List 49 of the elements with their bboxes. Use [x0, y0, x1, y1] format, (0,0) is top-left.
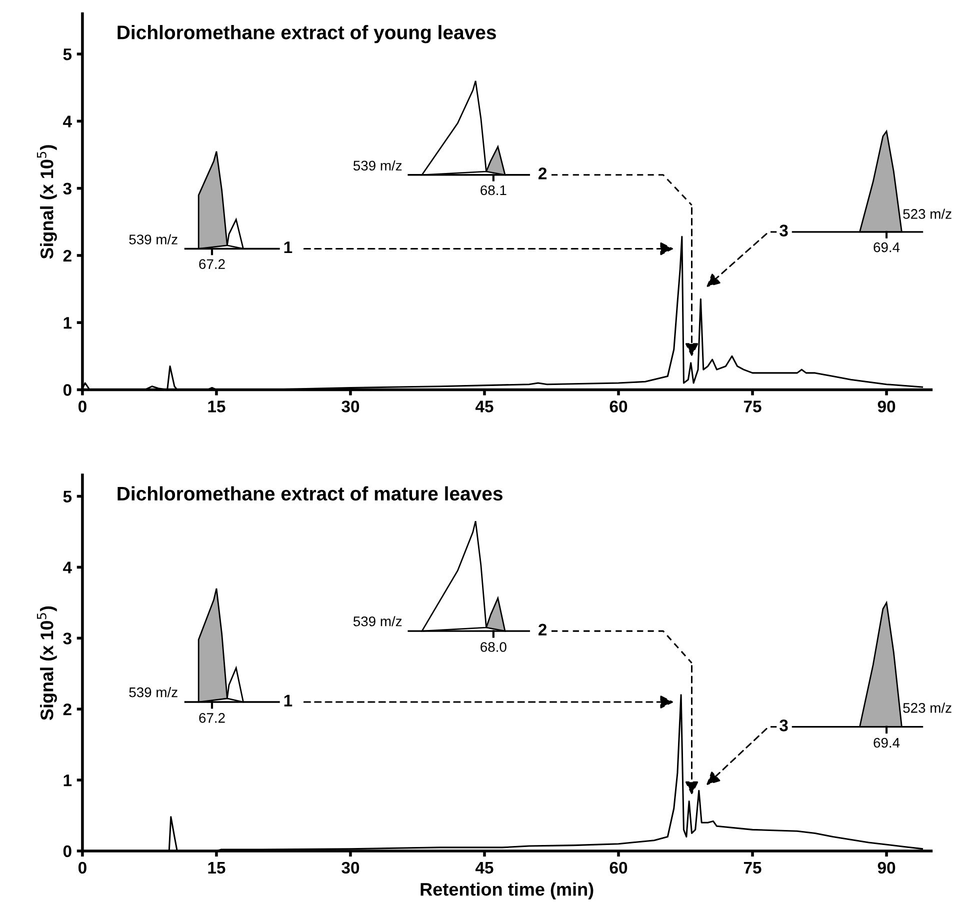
- annotation: 69.4: [874, 242, 900, 252]
- x-tick-label: 30: [342, 400, 360, 412]
- text: Dichloromethane extract of young leaves: [118, 25, 496, 44]
- annotation: 3: [780, 720, 788, 732]
- annotation: 1: [284, 242, 292, 254]
- y-tick-label: 5: [63, 490, 72, 502]
- y-tick-label: 2: [63, 250, 72, 262]
- y-tick-label: 5: [63, 48, 72, 60]
- y-tick-label: 3: [63, 632, 72, 644]
- y-tick-label: 1: [64, 317, 72, 329]
- annotation: 67.2: [199, 259, 225, 270]
- x-tick-label: 30: [342, 862, 360, 874]
- annotation: 523 m/z: [903, 208, 952, 219]
- y-tick-label: 4: [63, 562, 72, 574]
- x-tick-label: 45: [475, 862, 494, 874]
- x-tick-label: 60: [610, 400, 628, 412]
- y-tick-label: 4: [63, 116, 72, 128]
- y-tick-label: 0: [63, 384, 72, 396]
- annotation: 68.1: [480, 185, 506, 196]
- x-tick-label: 60: [610, 862, 628, 874]
- chart-title: Dichloromethane extract of mature leaves: [118, 486, 502, 501]
- annotation: 539 m/z: [129, 687, 178, 698]
- x-tick-label: 75: [744, 400, 762, 412]
- annotation: 539 m/z: [353, 616, 402, 626]
- x-tick-label: 90: [878, 400, 896, 412]
- x-tick-label: 0: [78, 862, 86, 874]
- annotation: 3: [780, 224, 788, 236]
- x-tick-label: 0: [78, 400, 86, 412]
- annotation: 2: [538, 168, 547, 180]
- annotation: 1: [284, 694, 292, 706]
- annotation: 539 m/z: [129, 234, 178, 244]
- x-axis-title: Retention time (min): [420, 882, 594, 900]
- y-tick-label: 0: [63, 845, 72, 858]
- annotation: 2: [538, 624, 547, 636]
- y-tick-label: 3: [63, 182, 72, 195]
- y-axis-title: Signal (x 10$^{5}$): [36, 606, 57, 720]
- x-tick-label: 75: [744, 862, 762, 874]
- annotation: 539 m/z: [353, 160, 402, 171]
- x-tick-label: 15: [208, 400, 226, 412]
- x-tick-label: 15: [208, 862, 226, 874]
- y-tick-label: 1: [64, 774, 72, 786]
- annotation: 69.4: [874, 738, 900, 748]
- y-axis-title: Signal (x 10$^{5}$): [36, 145, 57, 259]
- annotation: 67.2: [199, 713, 225, 723]
- annotation: 68.0: [480, 642, 506, 652]
- annotation: 523 m/z: [903, 702, 952, 713]
- x-tick-label: 90: [878, 862, 896, 874]
- x-tick-label: 45: [475, 400, 494, 412]
- y-tick-label: 2: [63, 704, 72, 716]
